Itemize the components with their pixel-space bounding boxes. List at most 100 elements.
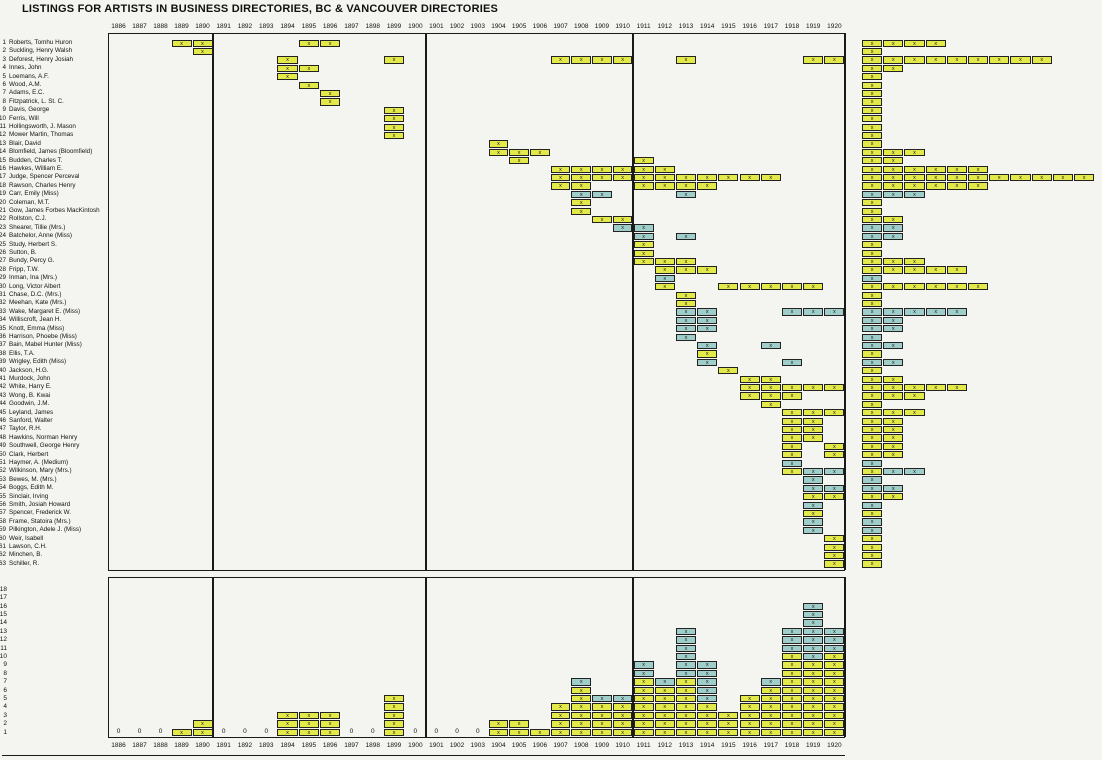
grid-vline <box>425 577 427 737</box>
artist-name: 10 Ferris, Will <box>0 115 39 124</box>
grid-mark: x <box>824 467 845 476</box>
histogram-cell: x <box>633 695 654 703</box>
artist-number: 1 <box>2 39 6 46</box>
tally-cell: x <box>862 64 883 73</box>
tally-cell: x <box>946 283 967 291</box>
histogram-axis-number: 10 <box>0 653 7 660</box>
grid-mark: x <box>633 249 654 257</box>
artist-number: 61 <box>0 543 6 550</box>
artist-number: 38 <box>0 349 6 357</box>
year-label-top: 1897 <box>344 23 359 30</box>
grid-mark: x <box>592 215 612 224</box>
histogram-cell: x <box>633 703 654 711</box>
grid-mark: x <box>298 39 319 47</box>
grid-mark: x <box>675 56 697 64</box>
histogram-cell: x <box>760 703 781 711</box>
year-label-top: 1911 <box>636 23 651 30</box>
grid-mark: x <box>760 383 781 392</box>
year-label-top: 1898 <box>365 23 380 30</box>
artist-number: 3 <box>2 55 6 63</box>
tally-cell: x <box>904 266 925 274</box>
histogram-cell: x <box>718 720 739 728</box>
artist-name-label: Taylor, R.H. <box>9 425 42 433</box>
histogram-cell: x <box>824 711 845 720</box>
histogram-cell: x <box>192 728 213 736</box>
histogram-cell: x <box>803 611 824 619</box>
artist-number: 59 <box>0 526 6 534</box>
artist-name-label: Fripp, T.W. <box>9 265 39 273</box>
grid-mark: x <box>675 325 697 333</box>
year-label-top: 1913 <box>678 23 694 30</box>
artist-name-label: Gow, James Forbes MacKintosh <box>9 207 100 214</box>
histogram-cell: x <box>675 644 697 652</box>
tally-cell: x <box>883 467 904 476</box>
tally-cell: x <box>883 182 904 190</box>
grid-hline <box>108 570 845 571</box>
tally-cell: x <box>862 551 883 560</box>
grid-mark: x <box>571 56 592 64</box>
grid-mark: x <box>718 367 739 375</box>
artist-number: 28 <box>0 265 6 273</box>
year-label-bottom: 1906 <box>532 742 548 749</box>
grid-mark: x <box>824 551 845 560</box>
tally-cell: x <box>904 39 925 47</box>
artist-name-label: Hawkins, Norman Henry <box>9 433 78 441</box>
tally-cell: x <box>862 417 883 425</box>
grid-mark: x <box>803 526 824 535</box>
grid-hline <box>108 737 845 738</box>
histogram-axis-number: 15 <box>0 611 7 618</box>
artist-name-label: Wong, B. Kwai <box>9 391 51 399</box>
histogram-cell: x <box>781 686 803 694</box>
tally-cell: x <box>883 39 904 47</box>
artist-number: 54 <box>0 484 6 492</box>
histogram-cell: x <box>192 720 213 728</box>
grid-mark: x <box>571 199 592 207</box>
grid-mark: x <box>675 173 697 182</box>
artist-name: 48 Hawkins, Norman Henry <box>0 434 77 443</box>
tally-cell: x <box>925 173 946 182</box>
artist-number: 13 <box>0 139 6 147</box>
artist-number: 12 <box>0 131 6 139</box>
grid-mark: x <box>781 358 803 367</box>
grid-mark: x <box>633 182 654 190</box>
year-label-top: 1908 <box>574 23 589 30</box>
artist-name-label: Study, Herbert S. <box>9 240 57 248</box>
tally-cell: x <box>862 232 883 241</box>
artist-name-label: Sinclair, Irving <box>9 492 49 500</box>
tally-cell: x <box>1074 173 1095 182</box>
artist-name-label: Blair, David <box>9 139 41 147</box>
tally-cell: x <box>862 157 883 165</box>
artist-number: 53 <box>0 475 6 483</box>
grid-mark: x <box>550 165 571 173</box>
tally-cell: x <box>883 316 904 325</box>
histogram-cell: x <box>675 703 697 711</box>
artist-name-label: Harrison, Phoebe (Miss) <box>9 333 77 340</box>
histogram-cell: x <box>803 619 824 627</box>
grid-mark: x <box>781 308 803 316</box>
tally-cell: x <box>862 249 883 257</box>
artist-number: 15 <box>0 156 6 164</box>
tally-cell: x <box>862 140 883 148</box>
artist-name-label: Coleman, M.T. <box>9 198 50 206</box>
grid-mark: x <box>824 308 845 316</box>
histogram-cell: x <box>781 695 803 703</box>
histogram-axis-number: 6 <box>3 686 7 694</box>
grid-hline <box>108 33 845 34</box>
grid-mark: x <box>571 190 592 199</box>
artist-name: 4 Innes, John <box>0 64 41 73</box>
grid-mark: x <box>739 173 760 182</box>
artist-name: 38 Ellis, T.A. <box>0 350 35 359</box>
year-label-top: 1902 <box>449 23 465 30</box>
histogram-zero-label: 0 <box>116 727 121 735</box>
artist-name: 51 Haymer, A. (Medium) <box>0 459 68 468</box>
tally-cell: x <box>862 274 883 283</box>
histogram-cell: x <box>739 695 760 703</box>
tally-cell: x <box>946 182 967 190</box>
histogram-zero-label: 0 <box>349 727 354 735</box>
tally-cell: x <box>883 157 904 165</box>
grid-mark: x <box>675 308 697 316</box>
grid-mark: x <box>633 165 654 173</box>
histogram-axis-number: 7 <box>3 678 7 686</box>
artist-number: 58 <box>0 517 6 525</box>
grid-mark: x <box>571 165 592 173</box>
